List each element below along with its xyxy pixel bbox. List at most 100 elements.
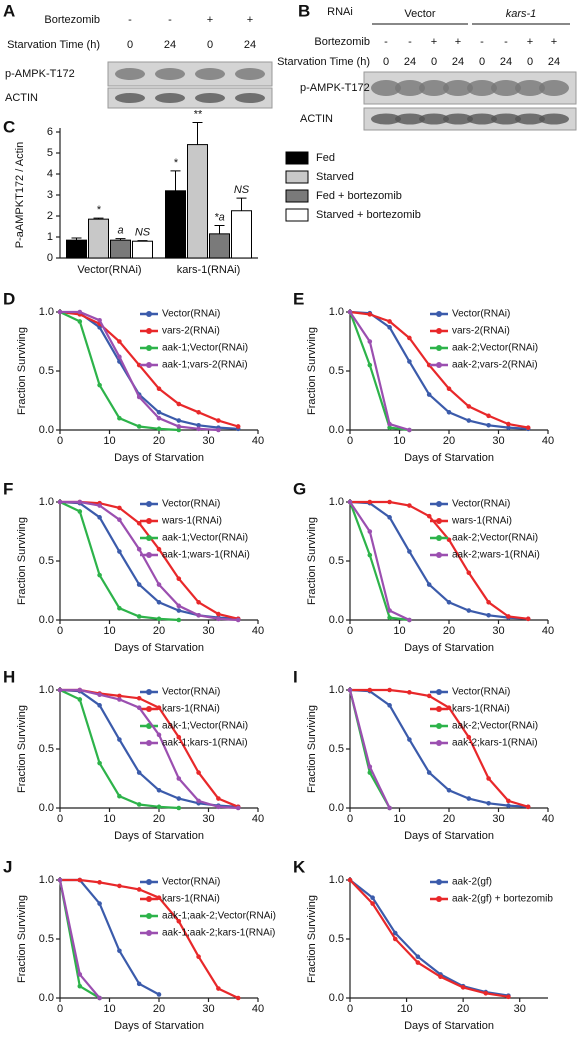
data-point — [176, 919, 182, 924]
data-point — [486, 800, 491, 806]
data-point — [196, 798, 201, 804]
legend-label: vars-2(RNAi) — [162, 326, 220, 337]
y-tick-label: 0.0 — [329, 614, 344, 626]
legend-label: Starved — [316, 171, 354, 183]
row-cell: 0 — [479, 56, 485, 68]
data-point — [196, 954, 201, 959]
data-point — [156, 788, 162, 793]
error-bar — [71, 237, 82, 241]
legend-label: Vector(RNAi) — [162, 309, 220, 320]
x-tick-label: 0 — [57, 435, 63, 447]
y-axis-label: Fraction Surviving — [306, 895, 318, 983]
y-tick-label: 0.0 — [39, 614, 54, 626]
y-axis-label: Fraction Surviving — [16, 517, 28, 605]
bar — [66, 239, 87, 259]
data-point — [486, 600, 491, 605]
legend-marker — [146, 535, 152, 541]
data-point — [97, 901, 102, 906]
blot-band — [539, 80, 569, 96]
x-axis-label: Days of Starvation — [404, 642, 494, 654]
x-tick-label: 30 — [492, 625, 504, 637]
panel-letter: H — [3, 667, 15, 686]
legend-marker — [146, 896, 152, 902]
data-point — [97, 515, 102, 520]
data-point — [426, 582, 432, 587]
survival-curve — [60, 500, 239, 622]
legend-label: Vector(RNAi) — [162, 499, 220, 510]
blot-band — [235, 93, 265, 103]
legend-label: aak-2;vars-2(RNAi) — [452, 360, 538, 371]
data-point — [156, 804, 162, 810]
survival-curve — [60, 688, 239, 810]
legend-label: aak-1;Vector(RNAi) — [162, 721, 248, 732]
data-point — [235, 995, 241, 1001]
survival-curve — [349, 500, 529, 620]
blot-band — [395, 113, 425, 125]
legend-label: aak-1;Vector(RNAi) — [162, 533, 248, 544]
data-point — [415, 954, 421, 959]
survival-curve — [348, 689, 391, 809]
blot-band — [539, 113, 569, 125]
data-point — [156, 386, 162, 392]
x-tick-label: 0 — [57, 1003, 63, 1015]
data-point — [77, 972, 83, 977]
data-point — [196, 612, 201, 618]
y-tick-label: 4 — [47, 168, 53, 180]
x-tick-label: 10 — [103, 1003, 115, 1015]
blot-band — [443, 113, 473, 125]
blot-label: ACTIN — [5, 92, 38, 104]
legend-marker — [146, 706, 152, 712]
y-tick-label: 0.5 — [329, 743, 344, 755]
survival-curve — [348, 501, 410, 622]
y-tick-label: 0.0 — [39, 424, 54, 436]
blot-band — [515, 113, 545, 125]
data-point — [387, 703, 392, 708]
data-point — [176, 734, 182, 740]
data-point — [136, 582, 142, 587]
data-point — [176, 805, 182, 811]
blot-band — [155, 93, 185, 103]
x-tick-label: 30 — [202, 813, 214, 825]
data-point — [387, 515, 392, 520]
data-point — [136, 981, 142, 987]
y-tick-label: 0.5 — [39, 743, 54, 755]
legend-label: aak-1;wars-1(RNAi) — [162, 550, 250, 561]
panel-letter: B — [298, 1, 310, 20]
row-cell: + — [431, 36, 437, 48]
row-cell: 0 — [431, 56, 437, 68]
data-point — [466, 570, 472, 576]
data-point — [370, 895, 375, 900]
data-point — [97, 692, 102, 698]
data-point — [216, 418, 221, 423]
x-tick-label: 30 — [202, 1003, 214, 1015]
row-cell: 24 — [500, 56, 512, 68]
data-point — [407, 737, 412, 742]
legend-label: wars-1(RNAi) — [451, 516, 512, 527]
error-bar — [214, 224, 225, 234]
legend-marker — [146, 345, 152, 351]
x-tick-label: 10 — [393, 435, 405, 447]
data-point — [97, 703, 102, 708]
legend-label: wars-1(RNAi) — [161, 516, 222, 527]
data-point — [156, 992, 162, 997]
data-point — [196, 600, 201, 605]
blot-band — [491, 113, 521, 125]
data-point — [216, 611, 221, 617]
x-tick-label: 0 — [57, 813, 63, 825]
row-cell: 0 — [127, 39, 133, 51]
legend-marker — [146, 930, 152, 936]
x-tick-label: 10 — [103, 625, 115, 637]
data-point — [117, 605, 122, 611]
data-point — [235, 617, 241, 623]
x-tick-label: 10 — [103, 435, 115, 447]
x-tick-label: 20 — [457, 1003, 469, 1015]
x-tick-label: 20 — [153, 625, 165, 637]
y-tick-label: 1.0 — [39, 306, 54, 318]
error-bar — [192, 122, 203, 145]
legend-label: Vector(RNAi) — [452, 687, 510, 698]
data-point — [506, 614, 511, 619]
data-point — [117, 505, 122, 511]
x-tick-label: 30 — [492, 435, 504, 447]
